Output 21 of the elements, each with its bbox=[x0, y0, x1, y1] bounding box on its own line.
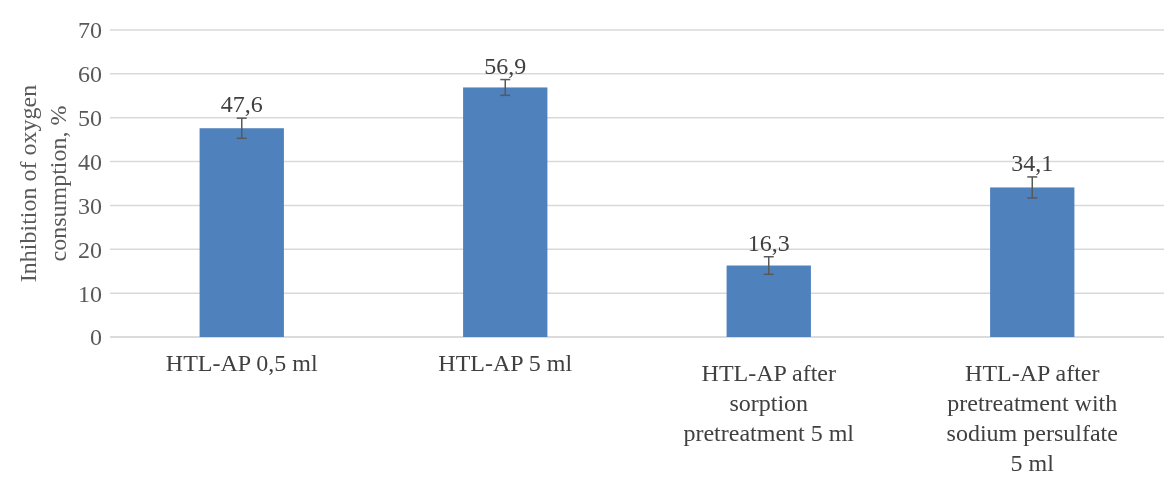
x-tick-label: HTL-AP after pretreatment with sodium persulfate 5 ml bbox=[946, 360, 1118, 476]
y-axis-title: Inhibition of oxygen consumption, % bbox=[15, 84, 71, 283]
data-label: 47,6 bbox=[220, 91, 263, 118]
y-tick-label: 50 bbox=[78, 105, 102, 132]
y-tick-label: 40 bbox=[78, 148, 102, 175]
y-tick-label: 70 bbox=[78, 17, 102, 44]
bar bbox=[990, 187, 1075, 337]
data-label: 34,1 bbox=[1011, 149, 1054, 176]
y-tick-label: 0 bbox=[90, 324, 102, 351]
y-tick-label: 30 bbox=[78, 192, 102, 219]
y-tick-label: 20 bbox=[78, 236, 102, 263]
data-label: 56,9 bbox=[484, 52, 527, 79]
data-label: 16,3 bbox=[747, 229, 790, 256]
bar bbox=[726, 265, 811, 337]
x-tick-label: HTL-AP 5 ml bbox=[438, 350, 573, 376]
bar bbox=[199, 128, 284, 337]
x-tick-label: HTL-AP after sorption pretreatment 5 ml bbox=[683, 360, 855, 446]
y-tick-label: 60 bbox=[78, 61, 102, 88]
y-tick-label: 10 bbox=[78, 280, 102, 307]
x-tick-label: HTL-AP 0,5 ml bbox=[165, 350, 318, 376]
bar bbox=[463, 87, 548, 337]
